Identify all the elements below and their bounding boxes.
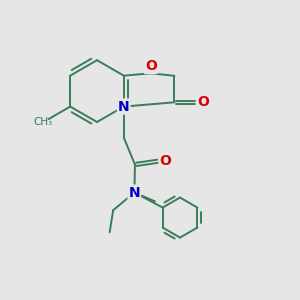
Text: O: O [145, 59, 157, 73]
Text: O: O [160, 154, 172, 168]
Text: N: N [118, 100, 130, 114]
Text: CH₃: CH₃ [34, 117, 53, 127]
Text: O: O [197, 95, 209, 109]
Text: N: N [129, 185, 140, 200]
